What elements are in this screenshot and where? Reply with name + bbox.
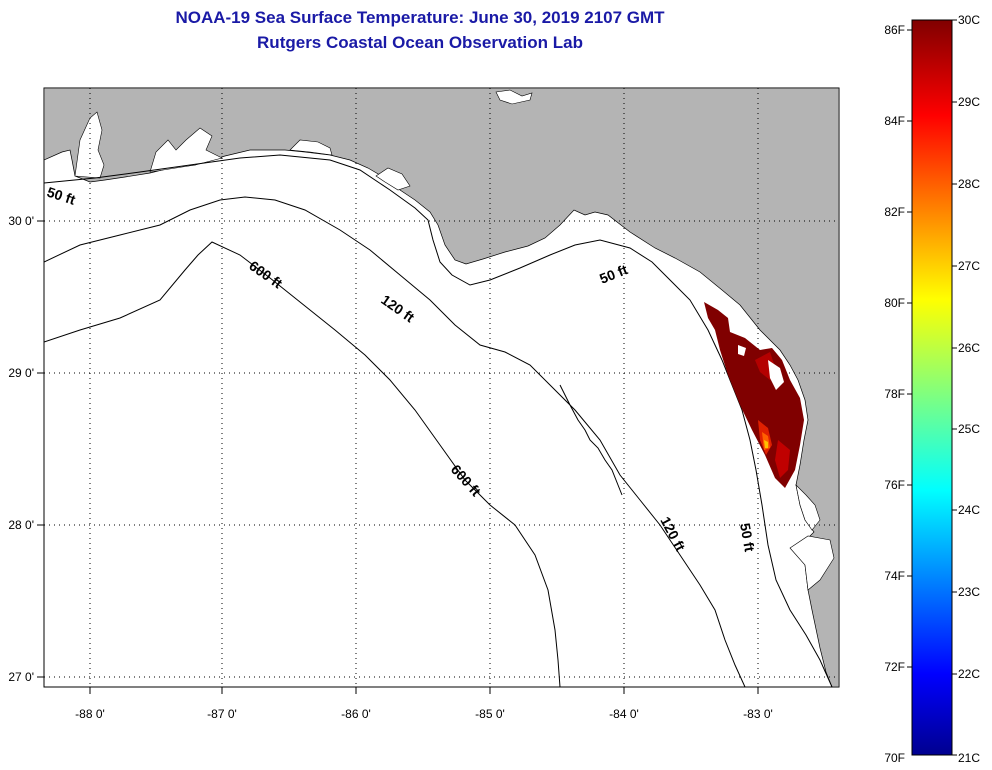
colorbar-f-label: 84F <box>884 114 905 128</box>
lat-tick-label: 27 0' <box>8 670 34 684</box>
map-subtitle: Rutgers Coastal Ocean Observation Lab <box>257 33 583 52</box>
sst-data-patch <box>704 302 804 488</box>
colorbar-c-label: 24C <box>958 503 980 517</box>
contour-label: 50 ft <box>737 522 758 553</box>
lon-tick-label: -84 0' <box>609 707 639 721</box>
bay-inlet <box>375 167 411 191</box>
colorbar-c-label: 26C <box>958 341 980 355</box>
colorbar-f-label: 82F <box>884 205 905 219</box>
colorbar-c-label: 28C <box>958 177 980 191</box>
colorbar-c-label: 21C <box>958 751 980 765</box>
colorbar-c-label: 29C <box>958 95 980 109</box>
lon-tick-label: -87 0' <box>207 707 237 721</box>
colorbar <box>911 19 953 756</box>
colorbar-f-label: 78F <box>884 387 905 401</box>
colorbar-c-label: 27C <box>958 259 980 273</box>
lon-tick-label: -88 0' <box>75 707 105 721</box>
colorbar-f-label: 72F <box>884 660 905 674</box>
lon-tick-label: -83 0' <box>743 707 773 721</box>
lon-tick-label: -86 0' <box>341 707 371 721</box>
colorbar-f-label: 76F <box>884 478 905 492</box>
lat-tick-label: 28 0' <box>8 518 34 532</box>
colorbar-f-label: 70F <box>884 751 905 765</box>
bay-inlet <box>289 139 333 156</box>
colorbar-f-label: 74F <box>884 569 905 583</box>
colorbar-ticks <box>907 19 957 756</box>
colorbar-c-label: 22C <box>958 667 980 681</box>
colorbar-c-label: 30C <box>958 13 980 27</box>
map-title: NOAA-19 Sea Surface Temperature: June 30… <box>175 8 665 27</box>
colorbar-c-label: 25C <box>958 422 980 436</box>
bay-inlet <box>149 127 223 173</box>
lon-tick-label: -85 0' <box>475 707 505 721</box>
colorbar-c-label: 23C <box>958 585 980 599</box>
bay-inlet <box>495 89 533 105</box>
contour-120ft-line <box>44 196 746 687</box>
bay-inlet <box>74 111 105 179</box>
contour-50ft-line <box>44 154 833 687</box>
lat-tick-label: 29 0' <box>8 366 34 380</box>
contour-detail <box>559 384 623 496</box>
contour-600ft-line <box>44 241 561 687</box>
colorbar-f-label: 86F <box>884 23 905 37</box>
bay-inlet <box>795 484 821 531</box>
lat-tick-label: 30 0' <box>8 214 34 228</box>
colorbar-f-label: 80F <box>884 296 905 310</box>
bay-inlet <box>789 535 835 591</box>
